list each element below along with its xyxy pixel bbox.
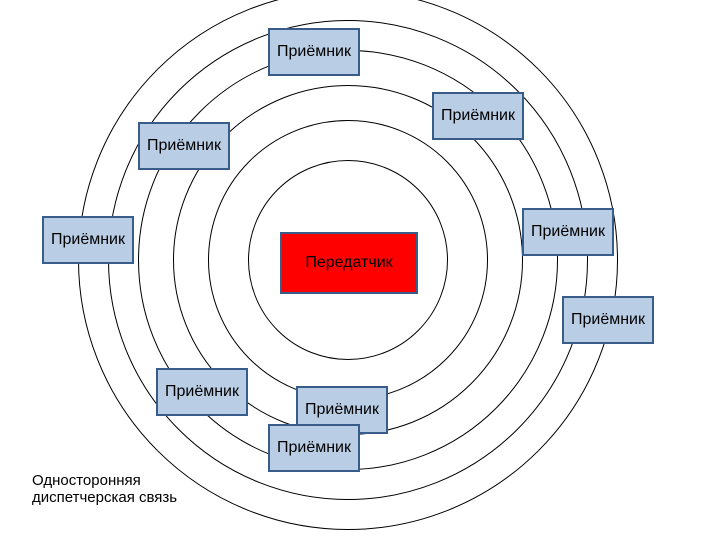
receiver-node-2: Приёмник [432, 92, 524, 140]
transmitter-node: Передатчик [280, 232, 418, 294]
receiver-node-7: Приёмник [156, 368, 248, 416]
receiver-label: Приёмник [531, 223, 605, 241]
diagram-caption: Односторонняя диспетчерская связь [32, 472, 192, 507]
transmitter-label: Передатчик [305, 254, 392, 272]
receiver-label: Приёмник [305, 401, 379, 419]
receiver-node-5: Приёмник [522, 208, 614, 256]
receiver-label: Приёмник [51, 231, 125, 249]
receiver-label: Приёмник [571, 311, 645, 329]
receiver-node-9: Приёмник [268, 424, 360, 472]
receiver-node-4: Приёмник [42, 216, 134, 264]
receiver-node-6: Приёмник [562, 296, 654, 344]
receiver-node-3: Приёмник [138, 122, 230, 170]
receiver-label: Приёмник [147, 137, 221, 155]
receiver-node-1: Приёмник [268, 28, 360, 76]
receiver-label: Приёмник [165, 383, 239, 401]
receiver-label: Приёмник [277, 43, 351, 61]
receiver-label: Приёмник [277, 439, 351, 457]
receiver-label: Приёмник [441, 107, 515, 125]
